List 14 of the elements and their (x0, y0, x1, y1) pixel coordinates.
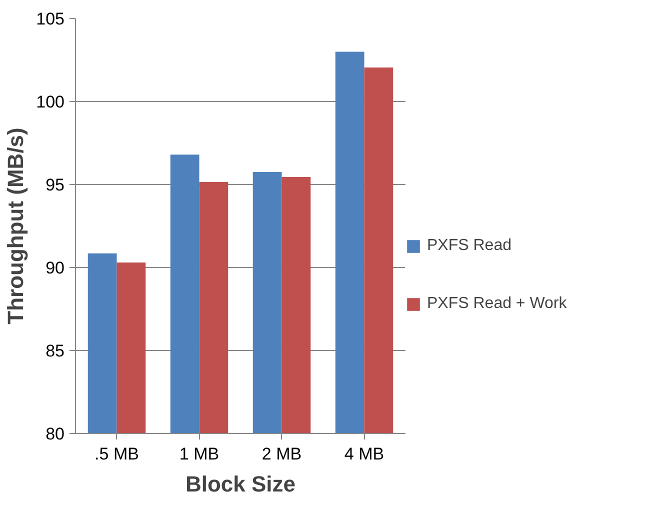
y-tick-label: 85 (46, 342, 65, 360)
x-tick-label: 1 MB (179, 444, 220, 464)
y-tick-label: 100 (36, 92, 65, 112)
y-tick-label: 90 (46, 258, 65, 278)
x-tick-label: .5 MB (94, 444, 139, 464)
x-tick-label: 4 MB (344, 444, 384, 464)
legend-label: PXFS Read (427, 237, 512, 255)
y-tick-label: 95 (46, 176, 65, 194)
legend-label: PXFS Read + Work (427, 295, 567, 313)
x-axis-title: Block Size (185, 472, 296, 496)
y-axis-title: Throughput (MB/s) (3, 128, 28, 324)
y-tick-label: 105 (36, 10, 65, 28)
y-tick-label: 80 (46, 424, 65, 444)
x-tick-label: 2 MB (262, 444, 302, 464)
